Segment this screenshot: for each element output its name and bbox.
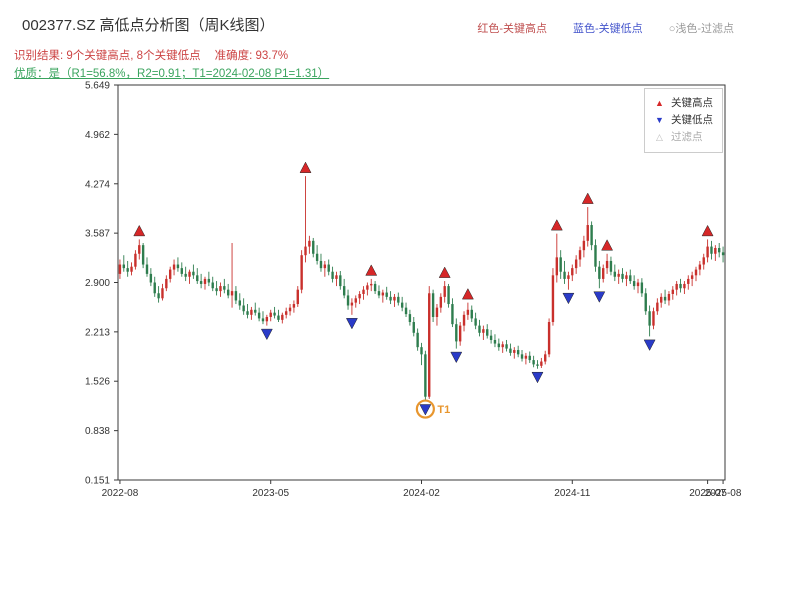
key-low-triangle-icon: ▼ — [655, 115, 664, 125]
accuracy-text: 准确度: 93.7% — [214, 50, 289, 62]
key-high-marker — [550, 219, 563, 231]
y-tick-label: 3.587 — [85, 229, 110, 240]
key-high-marker — [299, 161, 312, 173]
legend-item-key-low: ▼ 关键低点 — [654, 112, 713, 129]
y-tick-label: 4.274 — [85, 179, 110, 190]
x-tick-label: 2025-08 — [705, 488, 742, 499]
y-tick-label: 0.838 — [85, 426, 110, 437]
key-high-marker — [461, 288, 474, 300]
y-tick-label: 2.900 — [85, 278, 110, 289]
recognition-result-text: 识别结果: 9个关键高点, 8个关键低点 — [14, 50, 201, 62]
legend-item-filtered: △ 过滤点 — [654, 129, 713, 146]
candles-layer — [118, 176, 725, 402]
top-legend-filtered-label: ○浅色-过滤点 — [668, 23, 734, 35]
key-low-marker — [643, 339, 656, 351]
key-high-marker — [438, 266, 451, 278]
key-markers-layer — [133, 161, 714, 416]
y-tick-label: 0.151 — [85, 476, 110, 487]
y-tick-label: 4.962 — [85, 130, 110, 141]
key-high-marker — [601, 239, 614, 251]
x-tick-label: 2024-11 — [554, 488, 590, 499]
y-tick-label: 1.526 — [85, 377, 110, 388]
y-tick-label: 2.213 — [85, 327, 110, 338]
key-low-marker — [345, 318, 358, 330]
x-tick-label: 2023-05 — [252, 488, 289, 499]
key-low-marker — [450, 351, 463, 364]
key-high-marker — [581, 192, 594, 204]
filtered-triangle-icon: △ — [656, 132, 663, 142]
key-low-marker — [593, 291, 606, 303]
x-tick-label: 2025-07 — [689, 488, 726, 499]
top-legend-key-high-label: 红色-关键高点 — [477, 23, 548, 35]
top-legend-key-low-label: 蓝色-关键低点 — [573, 23, 643, 35]
page-title: 002377.SZ 高低点分析图（周K线图） — [22, 17, 275, 34]
t1-circle-marker — [415, 399, 435, 419]
recognition-result-line: 识别结果: 9个关键高点, 8个关键低点 准确度: 93.7% — [14, 47, 288, 63]
quality-line: 优质：是（R1=56.8%，R2=0.91；T1=2024-02-08 P1=1… — [14, 68, 330, 80]
y-tick-label: 5.649 — [85, 81, 110, 92]
x-tick-label: 2022-08 — [102, 488, 139, 499]
key-low-marker — [419, 404, 432, 416]
legend-key-high-label: 关键高点 — [671, 97, 713, 109]
key-low-marker — [260, 328, 273, 341]
key-high-marker — [133, 224, 146, 237]
legend-filtered-label: 过滤点 — [671, 131, 703, 143]
key-high-marker — [701, 224, 714, 237]
x-tick-label: 2024-02 — [403, 488, 440, 499]
legend-key-low-label: 关键低点 — [671, 114, 713, 126]
key-low-marker — [531, 371, 544, 384]
legend-item-key-high: ▲ 关键高点 — [654, 95, 713, 112]
key-low-marker — [562, 292, 575, 305]
key-high-triangle-icon: ▲ — [655, 98, 664, 108]
key-high-marker — [365, 264, 378, 276]
top-legend: 红色-关键高点 蓝色-关键低点 ○浅色-过滤点 — [477, 20, 734, 36]
t1-label: T1 — [437, 404, 450, 416]
chart-legend-box: ▲ 关键高点 ▼ 关键低点 △ 过滤点 — [644, 88, 723, 153]
